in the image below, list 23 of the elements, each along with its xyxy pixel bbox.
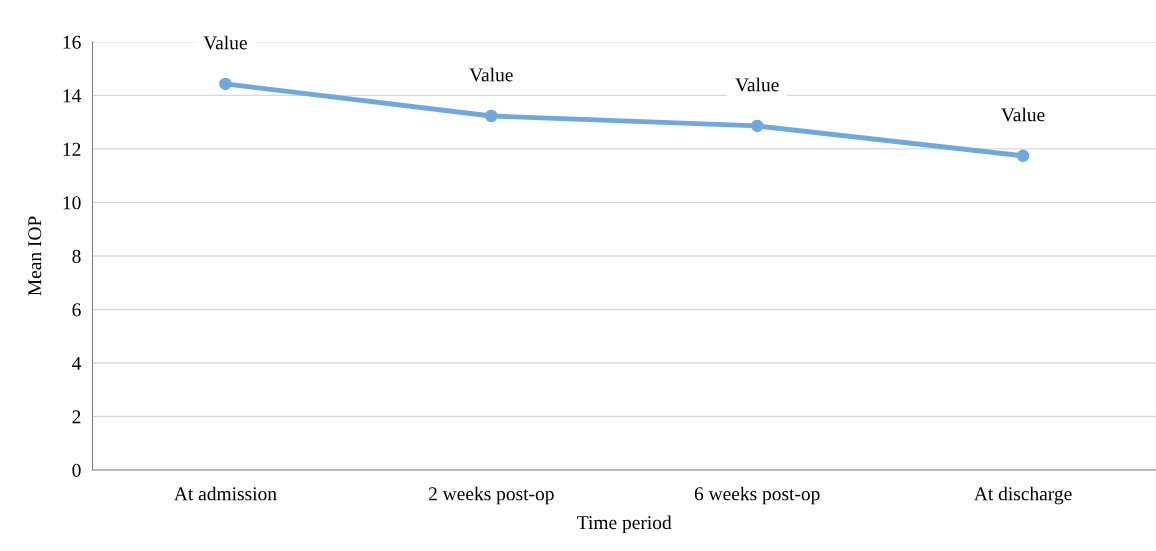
- y-tick-label: 12: [63, 142, 81, 156]
- x-tick-label: At discharge: [974, 486, 1072, 505]
- data-label: Value: [469, 67, 513, 82]
- y-tick-label: 0: [72, 463, 81, 477]
- x-axis-title: Time period: [577, 515, 672, 534]
- y-tick-label: 14: [63, 89, 82, 103]
- point: [485, 109, 498, 123]
- y-tick-label: 10: [63, 196, 81, 210]
- point: [219, 77, 232, 91]
- y-tick-label: 4: [72, 356, 82, 370]
- x-tick-label: At admission: [174, 486, 277, 501]
- point: [750, 119, 764, 133]
- data-label: Value: [203, 35, 247, 50]
- x-tick-label: 2 weeks post-op: [428, 486, 554, 505]
- y-axis-title: Mean IOP: [28, 216, 42, 296]
- y-tick-label: 2: [72, 410, 81, 424]
- point: [1016, 149, 1030, 163]
- data-label: Value: [1001, 107, 1045, 122]
- y-tick-label: 16: [63, 35, 81, 49]
- y-tick-label: 8: [72, 249, 81, 263]
- x-tick-label: 6 weeks post-op: [694, 486, 820, 505]
- y-tick-label: 6: [72, 303, 81, 317]
- data-label: Value: [735, 77, 779, 92]
